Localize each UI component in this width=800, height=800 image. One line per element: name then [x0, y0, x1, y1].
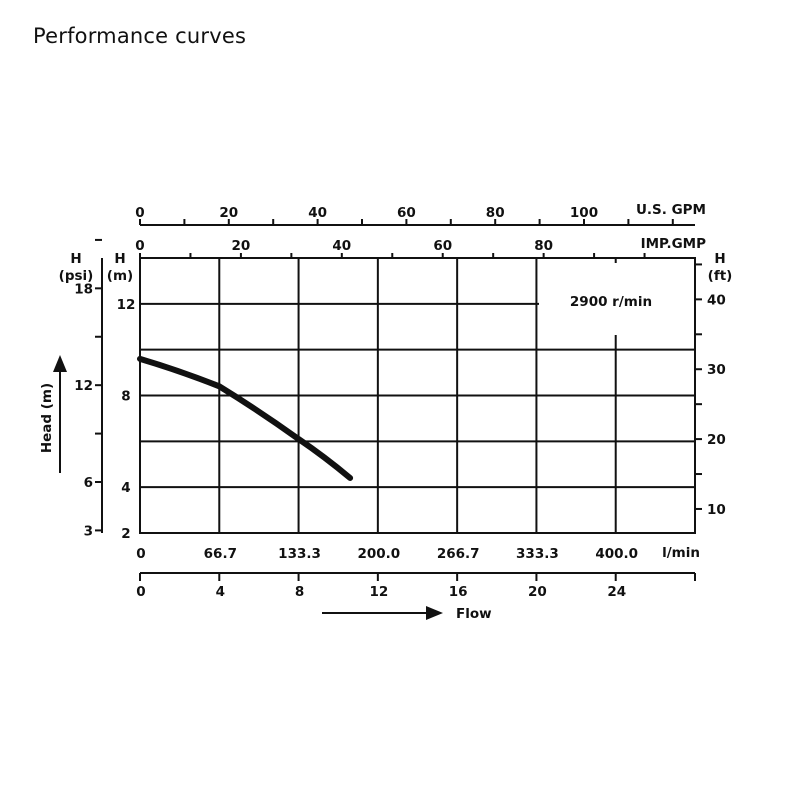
- psi-axis-label-unit: (psi): [59, 268, 94, 284]
- lmin-tick-label: 266.7: [437, 546, 480, 562]
- ft-tick-label: 40: [707, 292, 726, 308]
- m3h-tick-label: 16: [449, 584, 468, 600]
- usgpm-axis-label: U.S. GPM: [636, 202, 706, 218]
- usgpm-tick-label: 0: [135, 205, 144, 221]
- ft-tick-label: 30: [707, 362, 726, 378]
- page-title: Performance curves: [33, 24, 247, 48]
- impgpm-tick-label: 20: [232, 238, 251, 254]
- m-axis-label-h: H: [114, 251, 125, 267]
- head-m-tick-label: 2: [121, 526, 130, 542]
- usgpm-tick-label: 20: [219, 205, 238, 221]
- m3h-tick-label: 24: [607, 584, 626, 600]
- lmin-tick-label: 133.3: [278, 546, 321, 562]
- lmin-tick-label: 333.3: [516, 546, 559, 562]
- m3h-tick-label: 12: [369, 584, 388, 600]
- usgpm-tick-label: 80: [486, 205, 505, 221]
- head-m-tick-label: 12: [117, 297, 136, 313]
- lmin-tick-label: 66.7: [204, 546, 237, 562]
- m-axis-label-unit: (m): [107, 268, 133, 284]
- psi-axis-label-h: H: [70, 251, 81, 267]
- psi-tick-label: 12: [74, 378, 93, 394]
- psi-tick-label: 6: [84, 475, 93, 491]
- m3h-tick-label: 20: [528, 584, 547, 600]
- psi-tick-label: 3: [84, 523, 93, 539]
- impgpm-tick-label: 60: [433, 238, 452, 254]
- lmin-tick-label: 0: [136, 546, 145, 562]
- psi-tick-label: 18: [74, 281, 93, 297]
- head-arrow-icon: [53, 355, 67, 372]
- impgpm-tick-label: 80: [534, 238, 553, 254]
- ft-axis-label-h: H: [714, 251, 725, 267]
- impgpm-tick-label: 40: [332, 238, 351, 254]
- m3h-tick-label: 0: [136, 584, 145, 600]
- impgpm-axis-label: IMP.GMP: [641, 236, 707, 252]
- lmin-tick-label: 200.0: [358, 546, 401, 562]
- lmin-axis-label: l/min: [662, 545, 700, 561]
- performance-curve: [137, 355, 354, 481]
- annotation-mask: [539, 263, 694, 335]
- plot-frame: [139, 257, 696, 534]
- lmin-tick-label: 400.0: [595, 546, 638, 562]
- impgpm-tick-label: 0: [135, 238, 144, 254]
- flow-arrow-label: Flow: [456, 606, 492, 622]
- m3h-tick-label: 4: [216, 584, 225, 600]
- usgpm-tick-label: 40: [308, 205, 327, 221]
- usgpm-tick-label: 100: [570, 205, 598, 221]
- ft-axis-label-unit: (ft): [708, 268, 733, 284]
- head-m-tick-label: 4: [121, 480, 130, 496]
- m3h-tick-label: 8: [295, 584, 304, 600]
- head-m-tick-label: 8: [121, 389, 130, 405]
- usgpm-tick-label: 60: [397, 205, 416, 221]
- head-arrow-label: Head (m): [39, 383, 55, 453]
- curve-layer: [137, 355, 354, 481]
- ft-tick-label: 10: [707, 502, 726, 518]
- ft-tick-label: 20: [707, 432, 726, 448]
- speed-annotation: 2900 r/min: [570, 294, 652, 310]
- flow-arrow-icon: [426, 606, 443, 620]
